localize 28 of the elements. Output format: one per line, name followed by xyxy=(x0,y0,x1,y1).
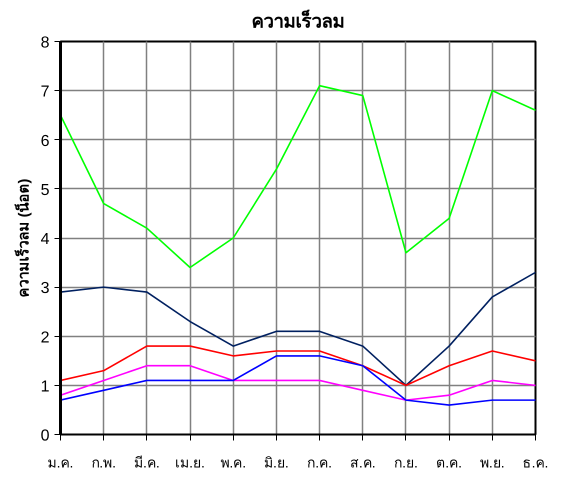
chart-title: ความเร็วลม xyxy=(252,8,344,32)
x-tick-label: ก.พ. xyxy=(91,454,116,470)
y-tick-label: 3 xyxy=(40,280,50,298)
y-tick-label: 4 xyxy=(40,231,50,248)
x-tick-label: พ.ย. xyxy=(480,454,505,470)
x-tick-label: ม.ค. xyxy=(48,454,74,470)
x-tick-label: ธ.ค. xyxy=(522,454,548,470)
x-tick-label: ส.ค. xyxy=(350,454,376,470)
x-tick-label: พ.ค. xyxy=(220,454,246,470)
y-tick-label: 6 xyxy=(40,132,50,150)
y-tick-label: 5 xyxy=(40,182,50,199)
y-tick-label: 2 xyxy=(40,329,50,346)
x-tick-label: ก.ค. xyxy=(307,454,332,470)
line-series xyxy=(60,84,536,268)
x-tick-label: ต.ค. xyxy=(436,454,462,470)
y-axis-title: ความเร็วลม (น็อต) xyxy=(14,178,33,298)
y-tick-label: 0 xyxy=(40,428,50,444)
line-series xyxy=(60,355,536,406)
line-series xyxy=(60,364,536,401)
x-tick-label: มี.ค. xyxy=(134,454,160,470)
x-tick-label: เม.ย. xyxy=(175,454,205,470)
line-series xyxy=(60,272,536,386)
y-tick-label: 8 xyxy=(40,34,50,52)
y-tick-label: 7 xyxy=(40,84,50,101)
x-tick-label: มิ.ย. xyxy=(264,454,289,470)
x-tick-label: ก.ย. xyxy=(394,454,418,470)
line-series xyxy=(60,345,536,386)
y-tick-label: 1 xyxy=(40,378,50,396)
